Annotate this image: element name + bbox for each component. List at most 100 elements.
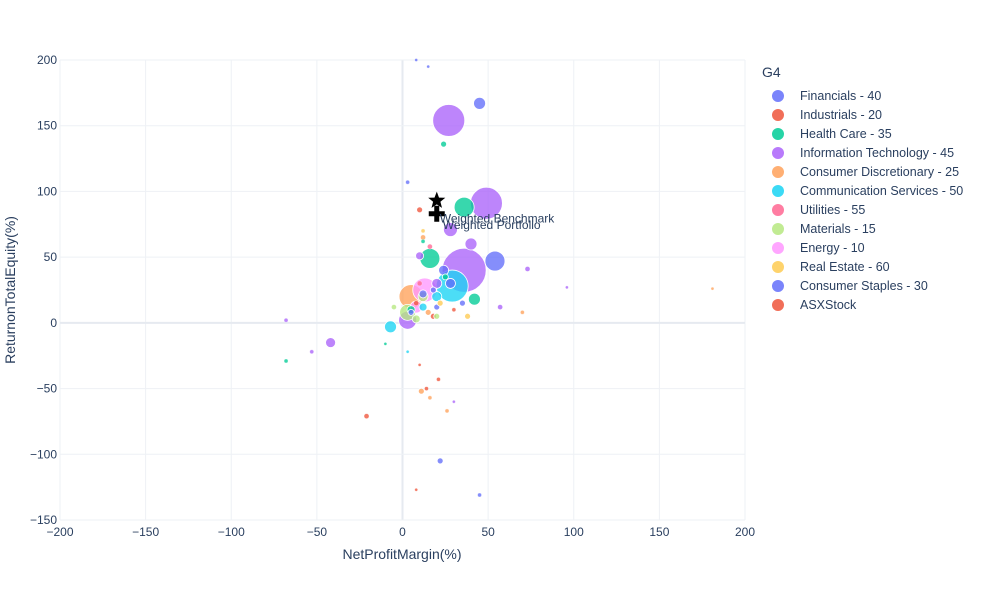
data-point[interactable] <box>426 64 430 69</box>
legend-title: G4 <box>762 64 781 80</box>
data-point[interactable] <box>416 280 423 287</box>
data-point[interactable] <box>432 104 466 137</box>
legend-marker <box>772 222 784 235</box>
data-point[interactable] <box>524 266 531 272</box>
data-point[interactable] <box>363 413 370 419</box>
data-point[interactable] <box>420 234 426 241</box>
legend-label: Industrials - 20 <box>800 107 882 122</box>
y-axis-title: ReturnonTotalEquity(%) <box>2 216 18 364</box>
data-point[interactable] <box>445 278 456 289</box>
data-point[interactable] <box>405 180 410 185</box>
data-point[interactable] <box>429 286 437 294</box>
data-point[interactable] <box>436 299 444 307</box>
data-point[interactable] <box>411 314 421 324</box>
x-tick-label: −50 <box>307 525 328 539</box>
legend-item[interactable]: Information Technology - 45 <box>762 143 963 162</box>
data-point[interactable] <box>710 287 715 291</box>
legend-marker <box>772 241 784 254</box>
data-point[interactable] <box>565 285 569 290</box>
data-point[interactable] <box>464 237 478 251</box>
legend-item[interactable]: Health Care - 35 <box>762 124 963 143</box>
data-point[interactable] <box>443 222 458 237</box>
legend-item[interactable]: Communication Services - 50 <box>762 181 963 200</box>
data-point[interactable] <box>424 308 432 316</box>
legend-label: Energy - 10 <box>800 240 865 255</box>
data-point[interactable] <box>464 312 471 320</box>
data-point[interactable] <box>438 264 450 276</box>
legend-marker <box>772 260 784 273</box>
data-point[interactable] <box>283 358 289 364</box>
legend-item[interactable]: Energy - 10 <box>762 238 963 257</box>
x-tick-label: −150 <box>132 525 159 539</box>
data-point[interactable] <box>520 310 525 315</box>
x-tick-label: −100 <box>218 525 245 539</box>
y-tick-label: 0 <box>50 316 57 330</box>
weighted-benchmark-marker[interactable] <box>428 191 446 208</box>
weighted-benchmark-label: Weighted Benchmark <box>440 212 556 226</box>
data-point[interactable] <box>414 488 418 492</box>
data-point[interactable] <box>484 250 506 272</box>
legend-item[interactable]: Real Estate - 60 <box>762 257 963 276</box>
data-point[interactable] <box>440 140 448 148</box>
legend-item[interactable]: Industrials - 20 <box>762 105 963 124</box>
y-tick-label: 200 <box>37 53 57 67</box>
data-point[interactable] <box>424 386 429 391</box>
data-point[interactable] <box>407 308 415 316</box>
data-point[interactable] <box>441 273 449 281</box>
data-point[interactable] <box>436 377 441 382</box>
data-point[interactable] <box>451 307 457 312</box>
weighted-portfolio-label: Weighted Portfolio <box>443 218 541 232</box>
data-point[interactable] <box>325 337 336 348</box>
data-point[interactable] <box>431 278 443 289</box>
legend-item[interactable]: Consumer Discretionary - 25 <box>762 162 963 181</box>
legend-item[interactable]: Financials - 40 <box>762 86 963 105</box>
data-point[interactable] <box>383 342 388 346</box>
data-point[interactable] <box>452 400 456 404</box>
data-point[interactable] <box>391 304 397 310</box>
x-tick-label: 50 <box>481 525 495 539</box>
legend-item[interactable]: Consumer Staples - 30 <box>762 276 963 295</box>
legend-label: Utilities - 55 <box>800 202 866 217</box>
data-point[interactable] <box>453 196 475 218</box>
legend-marker <box>772 146 784 159</box>
legend-item[interactable]: Utilities - 55 <box>762 200 963 219</box>
points-layer <box>283 58 715 498</box>
ticks-layer: −200 −150 −100 −50 0 50 100 150 200−150−100−5005… <box>30 53 755 539</box>
data-point[interactable] <box>433 312 441 320</box>
legend-label: Financials - 40 <box>800 88 882 103</box>
y-tick-label: 50 <box>44 250 58 264</box>
data-point[interactable] <box>427 243 433 250</box>
legend-label: Communication Services - 50 <box>800 183 964 198</box>
legend-item[interactable]: Materials - 15 <box>762 219 963 238</box>
x-tick-label: 0 <box>399 525 406 539</box>
data-point[interactable] <box>416 206 424 214</box>
data-point[interactable] <box>413 300 419 306</box>
legend-label: ASXStock <box>800 297 857 312</box>
data-point[interactable] <box>459 299 466 307</box>
data-point[interactable] <box>417 363 422 367</box>
data-point[interactable] <box>431 291 443 302</box>
data-point[interactable] <box>283 318 289 323</box>
legend-label: Consumer Staples - 30 <box>800 278 928 293</box>
data-point[interactable] <box>420 239 426 244</box>
data-point[interactable] <box>477 492 482 498</box>
data-point[interactable] <box>384 320 397 334</box>
x-tick-label: 200 <box>735 525 755 539</box>
data-point[interactable] <box>420 228 426 234</box>
data-point[interactable] <box>436 457 444 465</box>
data-point[interactable] <box>309 349 314 354</box>
data-point[interactable] <box>444 408 450 414</box>
weighted-portfolio-marker[interactable] <box>428 205 445 222</box>
data-point[interactable] <box>497 304 503 310</box>
data-point[interactable] <box>473 96 486 110</box>
data-point[interactable] <box>414 58 418 62</box>
data-point[interactable] <box>417 387 425 395</box>
data-point[interactable] <box>418 302 428 312</box>
legend-label: Real Estate - 60 <box>800 259 890 274</box>
data-point[interactable] <box>468 292 481 306</box>
data-point[interactable] <box>418 289 428 299</box>
data-point[interactable] <box>405 350 410 354</box>
data-point[interactable] <box>415 251 425 261</box>
data-point[interactable] <box>427 395 433 400</box>
legend-item[interactable]: ASXStock <box>762 295 963 314</box>
